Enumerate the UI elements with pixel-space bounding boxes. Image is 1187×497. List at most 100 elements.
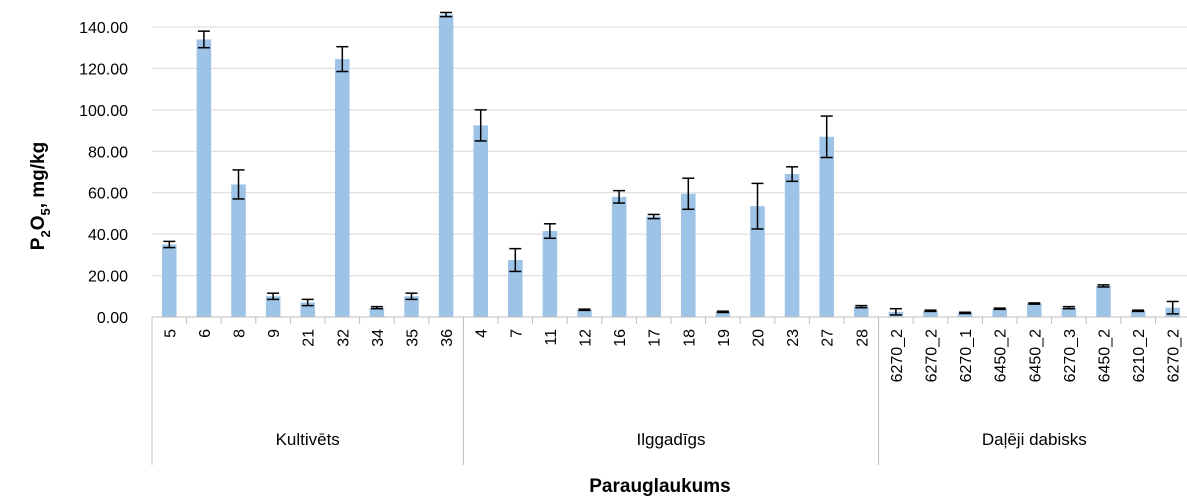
bars [162,14,1180,318]
bar [438,14,454,317]
x-tick-label: 5 [162,329,179,338]
x-tick-label: 6450_2 [993,329,1010,382]
error-bar [509,247,522,273]
error-bar [440,11,453,18]
y-axis-title: P2O5, mg/kg [28,142,53,250]
y-tick-label: 40.00 [88,227,128,244]
x-tick-label: 36 [439,329,456,347]
group-label: Kultivēts [276,430,340,449]
x-tick-label: 6270_3 [1062,329,1079,382]
bar [611,196,627,317]
bar [992,308,1007,317]
error-bars [163,11,1179,316]
bar [957,312,973,317]
x-tick-label: 28 [854,329,871,347]
bar [265,296,281,317]
bar [854,306,869,317]
bar [162,244,177,317]
error-bar [1097,284,1110,288]
x-tick-label: 18 [681,329,698,347]
x-tick-label: 11 [543,329,560,346]
bar [404,296,419,317]
bar [1130,310,1146,317]
y-tick-label: 20.00 [88,269,128,286]
group-label: Daļēji dabisks [982,430,1087,449]
error-bar [820,115,833,159]
error-bar [647,213,660,220]
error-bar [1028,302,1041,305]
bar [819,136,834,317]
y-axis-title-o: O [28,216,49,231]
bar [1096,285,1111,317]
x-tick-labels: 5 6 8 9 21 32 34 35 36 4 7 11 12 16 17 18 19 20 23 27 28 6270… [162,329,1182,382]
x-tick-label: 20 [751,329,768,347]
x-tick-label: 21 [301,329,318,347]
x-tick-label: 16 [612,329,629,347]
error-bar [336,45,349,73]
x-tick-label: 34 [370,329,387,347]
x-tick-label: 7 [508,329,525,338]
x-tick-label: 9 [266,329,283,338]
error-bar [959,311,972,315]
error-bar [1132,309,1145,313]
x-tick-label: 8 [232,329,249,338]
bar [335,59,350,317]
error-bar [301,298,314,307]
error-bar [197,30,210,49]
x-tick-label: 6 [197,329,214,338]
x-tick-label: 6210_2 [1131,329,1148,382]
bar [750,206,765,317]
x-tick-label: 19 [716,329,733,347]
error-bar [889,307,902,316]
y-axis-title-tail: , mg/kg [28,142,49,209]
error-bar [267,292,280,301]
y-tick-labels: 0.00 20.00 40.00 60.00 80.00 100.00 120.00 140.… [79,20,128,327]
x-tick-label: 6270_2 [889,329,906,382]
error-bar [1062,305,1075,310]
y-tick-label: 140.00 [79,20,128,37]
error-bar [613,189,626,204]
error-bar [924,309,937,313]
bar [231,184,246,317]
x-tick-label: 6270_2 [1166,329,1183,382]
x-tick-label: 6450_2 [1097,329,1114,382]
bar [784,174,800,317]
error-bar [716,310,729,314]
x-tick-label: 27 [820,329,837,347]
bar [473,125,488,318]
x-tick-label: 17 [647,329,664,347]
y-tick-label: 0.00 [97,310,128,327]
bar [196,39,212,318]
bar [1061,307,1077,317]
y-tick-label: 60.00 [88,186,128,203]
y-axis-title-p: P [28,237,49,250]
error-bar [578,308,591,312]
x-axis-title: Parauglaukums [589,476,731,497]
x-tick-label: 12 [578,329,595,347]
error-bar [232,169,245,200]
group-labels: Kultivēts Ilggadīgs Daļēji dabisks [276,430,1087,449]
group-label: Ilggadīgs [637,430,706,449]
error-bar [786,166,799,183]
bar [369,307,385,317]
error-bar [855,304,868,309]
bar [542,231,558,317]
error-bar [751,182,764,230]
gridlines [152,26,1187,277]
bar [715,311,731,317]
error-bar [1166,300,1179,315]
bar [923,310,938,317]
x-tick-label: 6270_1 [958,329,975,382]
x-tick-label: 4 [474,329,491,338]
error-bar [993,307,1006,311]
error-bar [163,240,176,249]
error-bar [370,305,383,310]
error-bar [474,109,487,142]
y-tick-label: 80.00 [88,144,128,161]
x-tick-label: 23 [785,329,802,347]
x-tick-label: 6270_2 [924,329,941,382]
bar [508,260,523,317]
bar [1027,303,1042,317]
x-tick-label: 32 [335,329,352,347]
